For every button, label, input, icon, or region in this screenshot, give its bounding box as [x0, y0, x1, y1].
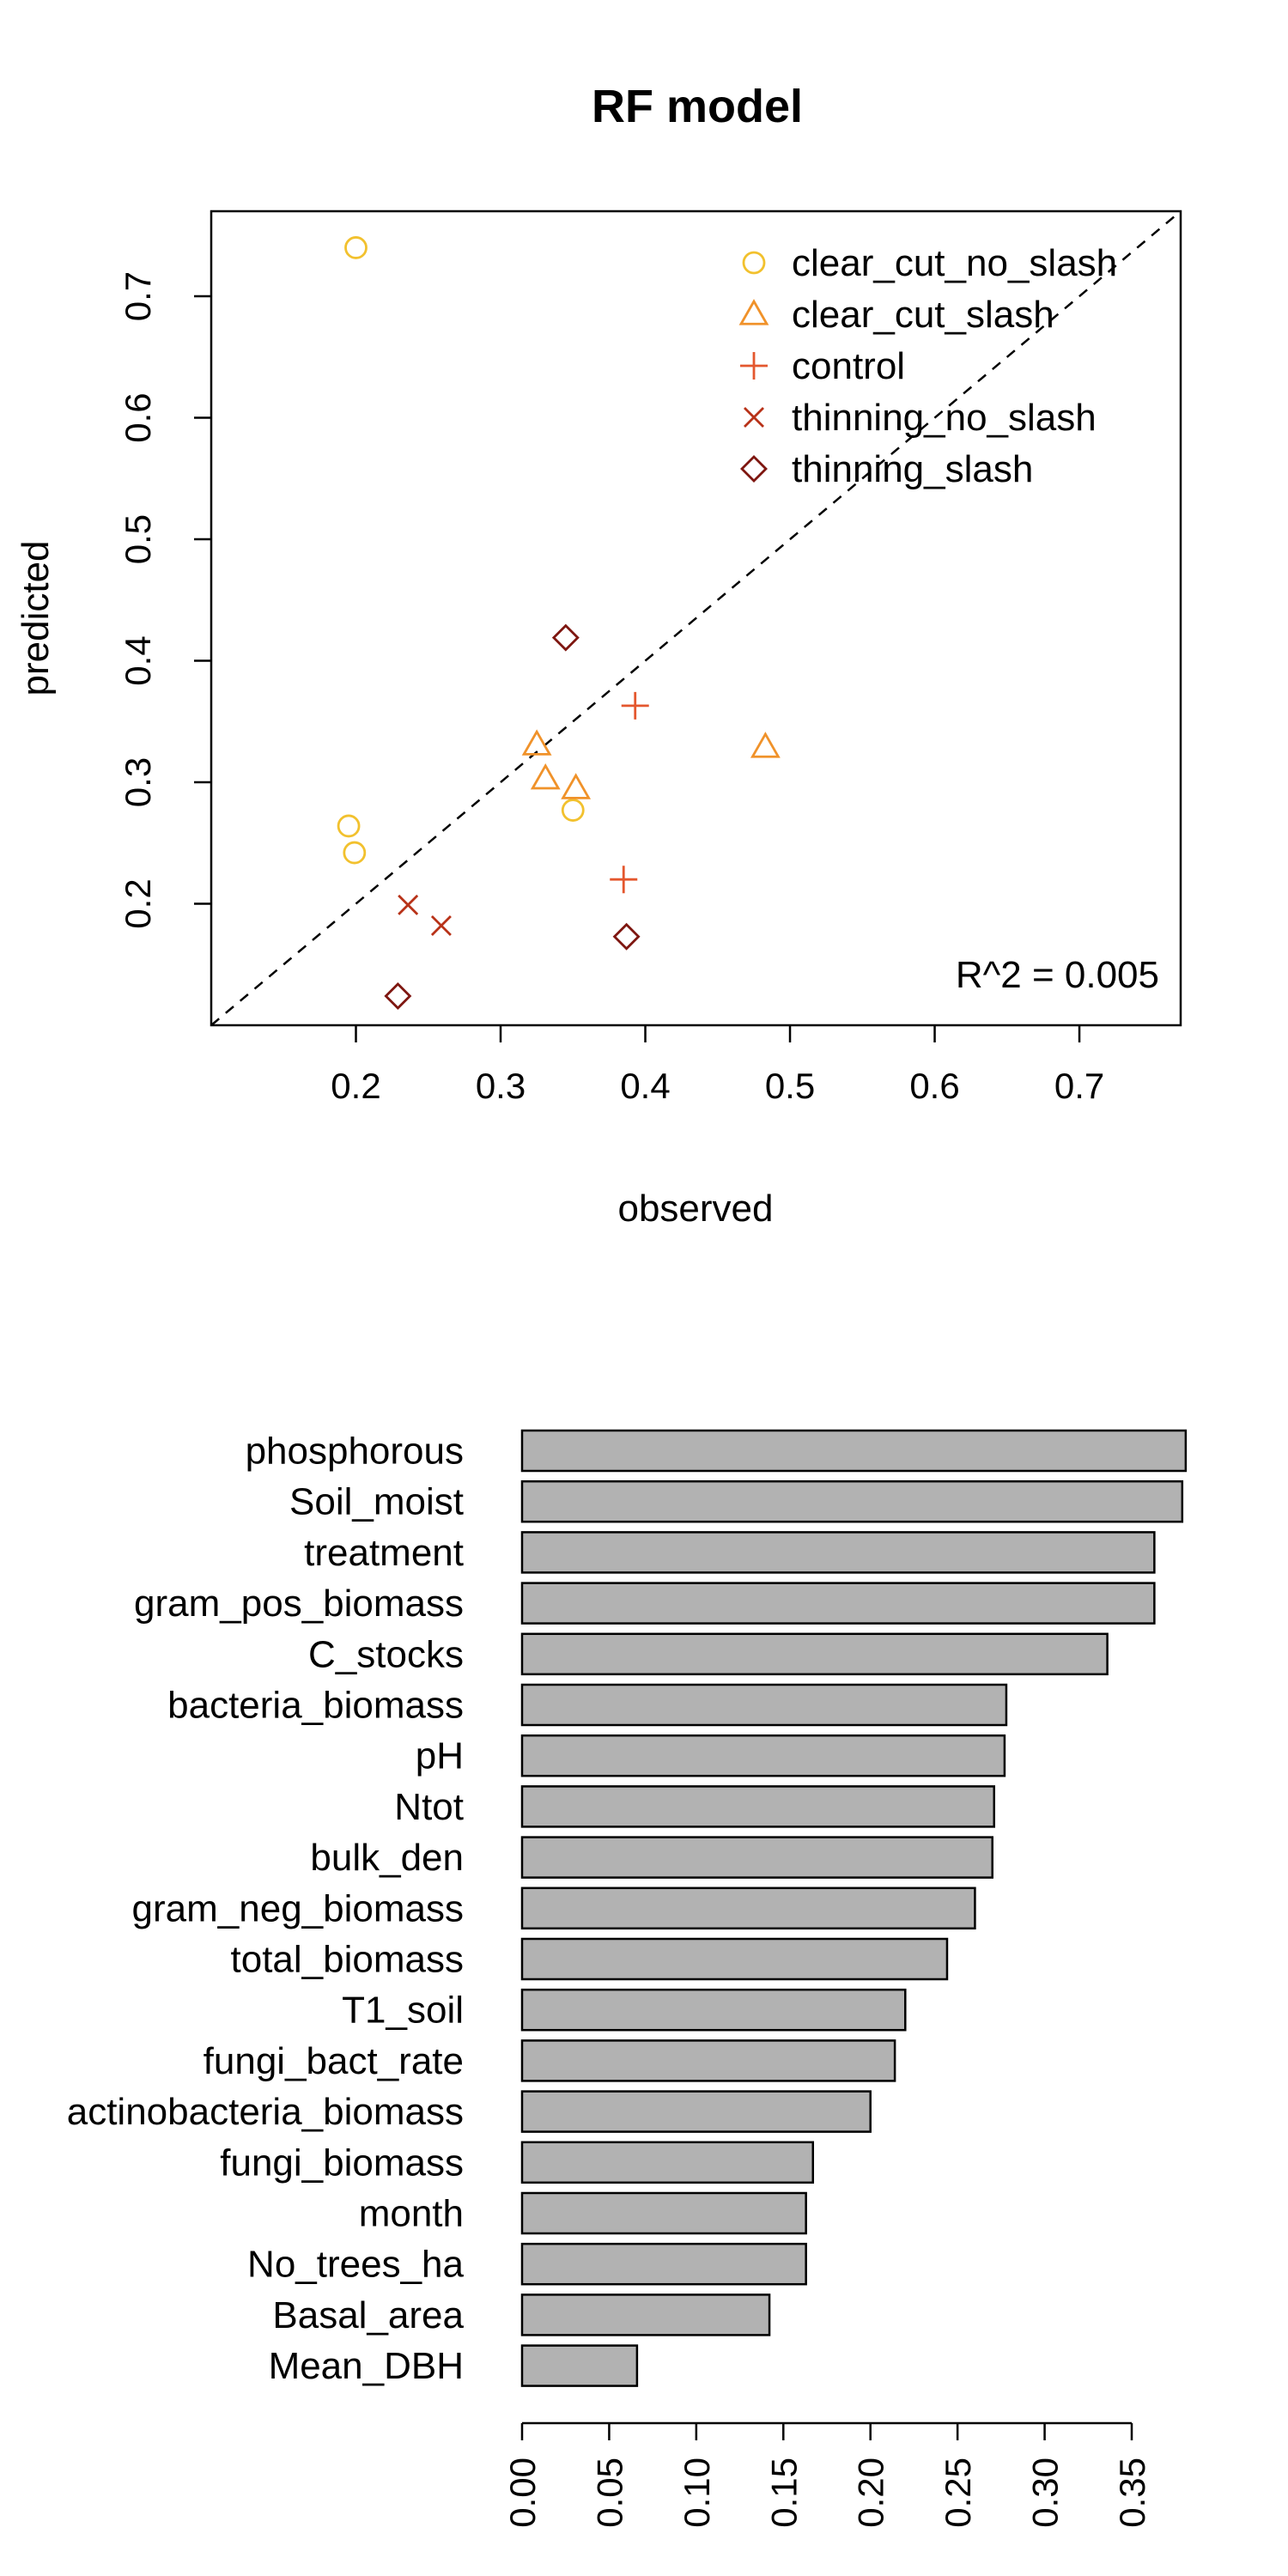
scatter-x-axis-label: observed [617, 1188, 773, 1230]
scatter-point-diamond [551, 623, 580, 652]
importance-bar [520, 1988, 907, 2032]
importance-category-label: Mean_DBH [269, 2345, 464, 2387]
importance-category-labels: phosphorous Soil_moist treatment gram_pos_b… [67, 1431, 465, 2388]
importance-category-label: bacteria_biomass [167, 1685, 464, 1727]
scatter-point-triangle [561, 773, 592, 799]
importance-category-label: treatment [304, 1532, 464, 1574]
importance-bar [520, 2039, 896, 2082]
legend-label: thinning_slash [792, 448, 1033, 490]
scatter-x-tick-label: 0.2 [331, 1066, 380, 1106]
importance-bar [520, 1531, 1156, 1574]
scatter-point-triangle [750, 732, 781, 758]
scatter-point-triangle [530, 762, 561, 790]
importance-bar [520, 2191, 807, 2235]
importance-category-label: No_trees_ha [247, 2244, 464, 2286]
importance-x-tick-label: 0.15 [763, 2458, 804, 2528]
scatter-x-tick-label: 0.3 [476, 1066, 526, 1106]
importance-category-label: Ntot [394, 1786, 464, 1828]
scatter-plot-box [210, 210, 1182, 1027]
importance-x-axis: 0.00 0.05 0.10 0.15 0.20 0.25 0.30 0.35 [502, 2421, 1152, 2528]
scatter-point-triangle [521, 729, 552, 756]
legend-label: control [792, 345, 905, 387]
importance-bar [520, 2293, 771, 2336]
legend-marker-plus [740, 352, 768, 380]
importance-category-label: month [359, 2193, 464, 2235]
legend-marker-diamond [740, 455, 768, 483]
importance-x-tick-label: 0.25 [938, 2458, 978, 2528]
scatter-y-tick-label: 0.6 [118, 392, 158, 442]
scatter-point-plus [621, 691, 649, 720]
importance-bar [520, 2344, 639, 2387]
importance-category-label: gram_pos_biomass [134, 1583, 464, 1625]
scatter-x-tick-label: 0.7 [1054, 1066, 1104, 1106]
importance-bar [520, 1937, 949, 1981]
scatter-point-plus [610, 866, 638, 894]
importance-bar [520, 2242, 807, 2286]
importance-x-tick-label: 0.20 [851, 2458, 891, 2528]
importance-category-label: bulk_den [310, 1837, 464, 1879]
importance-category-label: fungi_bact_rate [204, 2040, 464, 2082]
importance-category-label: Basal_area [272, 2294, 464, 2336]
reference-line-y-equals-x [210, 210, 1182, 1026]
importance-category-label: C_stocks [308, 1633, 464, 1675]
scatter-y-tick-label: 0.3 [118, 757, 158, 807]
importance-x-tick-label: 0.30 [1025, 2458, 1066, 2528]
importance-x-tick-label: 0.00 [502, 2458, 543, 2528]
scatter-point-diamond [384, 982, 412, 1011]
scatter-points [337, 236, 781, 1011]
scatter-legend: clear_cut_no_slash clear_cut_slashcontrol… [738, 242, 1117, 490]
importance-category-label: fungi_biomass [220, 2142, 464, 2184]
scatter-x-tick-label: 0.4 [620, 1066, 670, 1106]
importance-bar [520, 2141, 815, 2184]
importance-bar [520, 1632, 1109, 1676]
importance-category-label: T1_soil [342, 1990, 464, 2032]
importance-bars [520, 1429, 1188, 2387]
r-squared-annotation: R^2 = 0.005 [956, 954, 1159, 996]
importance-bar [520, 2090, 872, 2133]
importance-category-label: actinobacteria_biomass [67, 2091, 464, 2133]
importance-bar [520, 1683, 1008, 1727]
scatter-point-circle [561, 799, 585, 822]
legend-label: clear_cut_no_slash [792, 242, 1117, 284]
importance-category-label: Soil_moist [289, 1481, 464, 1523]
scatter-point-cross [430, 914, 452, 936]
legend-label: clear_cut_slash [792, 294, 1054, 336]
scatter-y-tick-label: 0.5 [118, 514, 158, 564]
importance-bar [520, 1734, 1006, 1777]
scatter-point-cross [398, 894, 419, 915]
importance-bar [520, 1429, 1188, 1473]
importance-category-label: pH [416, 1735, 464, 1777]
scatter-y-tick-label: 0.2 [118, 878, 158, 928]
scatter-x-tick-label: 0.6 [909, 1066, 959, 1106]
scatter-point-circle [343, 841, 367, 865]
legend-marker-circle [742, 251, 766, 275]
scatter-x-axis: 0.2 0.3 0.4 0.5 0.6 0.7 [331, 1025, 1104, 1106]
importance-bar-panel: phosphorous Soil_moist treatment gram_pos_b… [67, 1429, 1188, 2528]
importance-x-tick-label: 0.35 [1112, 2458, 1152, 2528]
importance-bar [520, 1479, 1184, 1523]
scatter-point-circle [344, 236, 368, 259]
importance-bar [520, 1836, 993, 1879]
legend-label: thinning_no_slash [792, 397, 1097, 439]
importance-x-tick-label: 0.05 [589, 2458, 629, 2528]
scatter-x-tick-label: 0.5 [765, 1066, 815, 1106]
scatter-y-axis: 0.2 0.3 0.4 0.5 0.6 0.7 [118, 271, 211, 929]
legend-marker-triangle [738, 299, 769, 325]
importance-bar [520, 1785, 995, 1828]
legend-marker-cross [744, 407, 764, 428]
scatter-panel: RF model 0.2 0.3 0.4 0.5 0.6 0.7 0.2 0.3 0.4 0.5… [15, 81, 1182, 1230]
importance-x-tick-label: 0.10 [677, 2458, 717, 2528]
importance-bar [520, 1582, 1156, 1625]
importance-bar [520, 1886, 976, 1930]
importance-category-label: phosphorous [246, 1431, 464, 1473]
scatter-point-diamond [612, 922, 641, 951]
scatter-y-tick-label: 0.7 [118, 271, 158, 321]
importance-category-label: gram_neg_biomass [132, 1887, 464, 1929]
scatter-y-tick-label: 0.4 [118, 635, 158, 685]
scatter-title: RF model [592, 81, 803, 132]
scatter-point-circle [337, 814, 361, 838]
importance-category-label: total_biomass [231, 1939, 464, 1981]
scatter-y-axis-label: predicted [15, 540, 57, 696]
